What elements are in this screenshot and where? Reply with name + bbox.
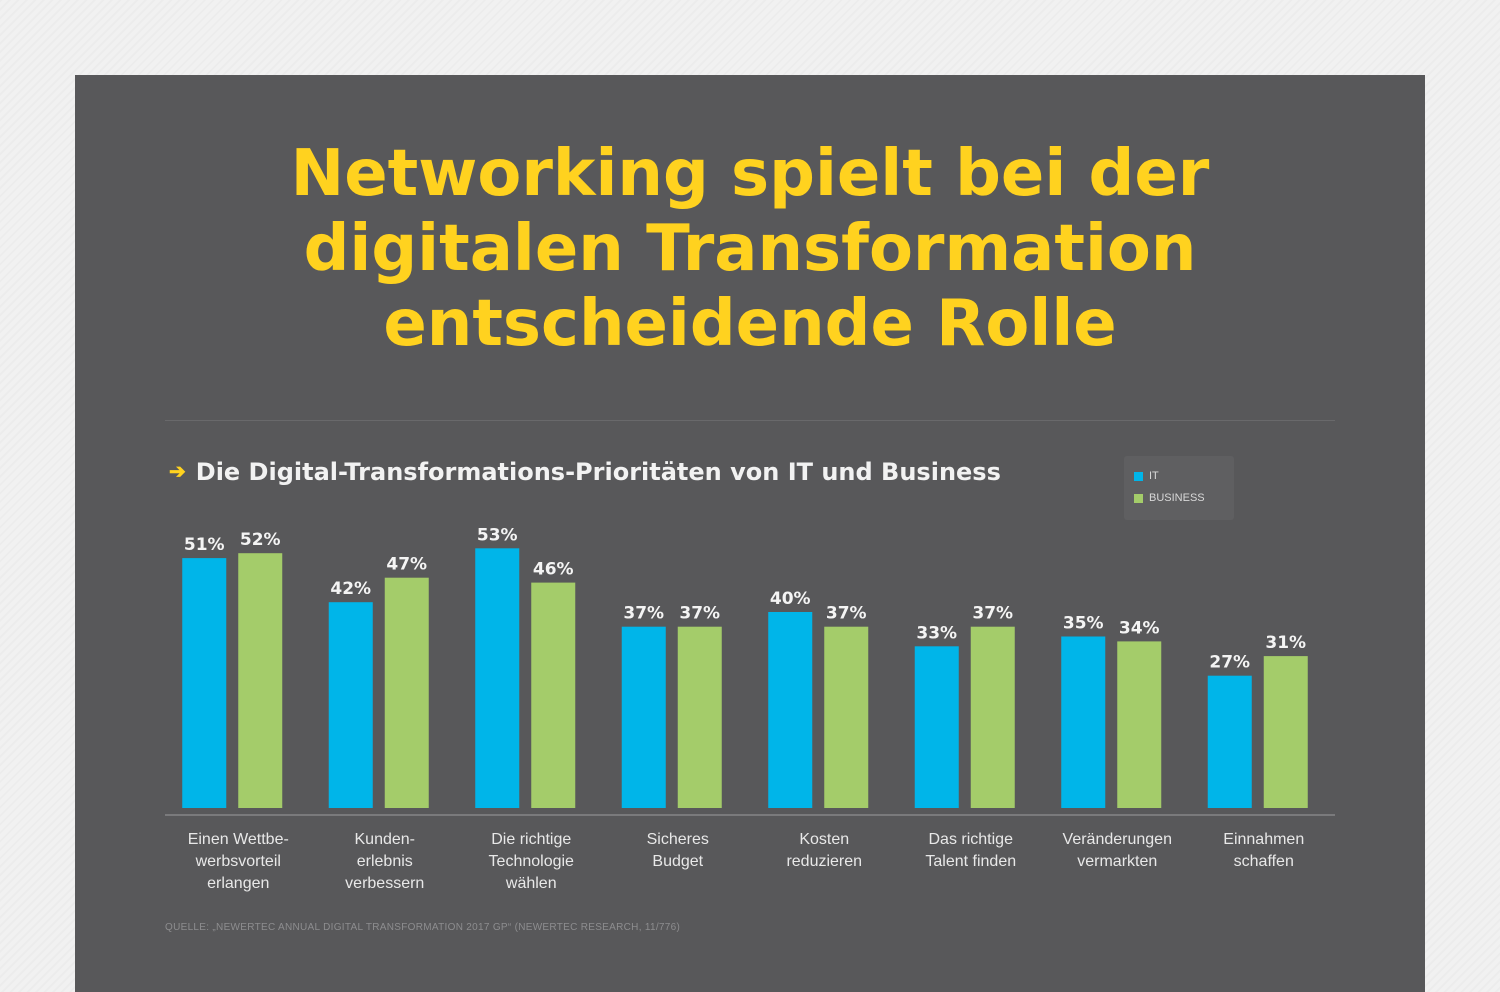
bar-business-6 xyxy=(1117,641,1162,808)
category-label-line: Budget xyxy=(652,853,703,870)
category-label-line: Veränderungen xyxy=(1063,831,1172,848)
data-label-it-7: 27% xyxy=(1209,653,1250,673)
bar-it-0 xyxy=(182,558,227,808)
category-label-line: vermarkten xyxy=(1077,853,1157,870)
title-line-3: entscheidende Rolle xyxy=(383,287,1117,361)
category-label-6: Veränderungen vermarkten xyxy=(1063,831,1172,870)
divider-line xyxy=(165,420,1335,421)
bar-business-5 xyxy=(970,626,1015,808)
chart-subtitle: ➔ Die Digital-Transformations-Prioritäte… xyxy=(169,455,1001,489)
category-label-line: Kunden- xyxy=(355,831,416,848)
data-label-business-7: 31% xyxy=(1265,633,1306,653)
source-note: QUELLE: „NEWERTEC ANNUAL DIGITAL TRANSFO… xyxy=(165,922,681,933)
data-label-business-4: 37% xyxy=(826,604,867,624)
category-label-line: Die richtige xyxy=(491,831,571,848)
legend-label-business: BUSINESS xyxy=(1149,492,1205,504)
bar-it-4 xyxy=(768,612,813,808)
category-label-line: Kosten xyxy=(799,831,849,848)
bar-business-1 xyxy=(384,577,429,808)
category-label-line: Talent finden xyxy=(925,853,1016,870)
bar-business-4 xyxy=(824,626,869,808)
data-label-business-1: 47% xyxy=(386,555,427,575)
bar-it-5 xyxy=(914,646,959,808)
bar-it-1 xyxy=(328,602,373,808)
data-label-it-1: 42% xyxy=(330,579,371,599)
infographic-panel: Networking spielt bei der digitalen Tran… xyxy=(75,75,1425,992)
bar-business-2 xyxy=(531,582,576,808)
category-label-line: Einnahmen xyxy=(1223,831,1304,848)
category-label-5: Das richtige Talent finden xyxy=(925,831,1016,870)
category-label-4: Kosten reduzieren xyxy=(786,831,862,870)
data-label-business-6: 34% xyxy=(1119,618,1160,638)
bar-it-6 xyxy=(1061,636,1106,808)
data-label-it-0: 51% xyxy=(184,535,225,555)
category-label-line: Das richtige xyxy=(929,831,1014,848)
category-label-line: Technologie xyxy=(489,853,575,870)
category-label-line: erlangen xyxy=(207,875,269,892)
category-label-7: Einnahmen schaffen xyxy=(1223,831,1304,870)
data-label-it-5: 33% xyxy=(916,623,957,643)
category-label-line: erlebnis xyxy=(357,853,413,870)
category-label-0: Einen Wettbe-werbsvorteil erlangen xyxy=(188,831,289,892)
title-line-1: Networking spielt bei der xyxy=(290,137,1210,211)
data-label-it-2: 53% xyxy=(477,525,518,545)
category-label-line: werbsvorteil xyxy=(195,853,281,870)
category-label-line: Einen Wettbe- xyxy=(188,831,289,848)
arrow-icon: ➔ xyxy=(169,461,186,483)
bar-business-7 xyxy=(1263,656,1308,808)
legend-label-it: IT xyxy=(1149,470,1159,482)
category-label-2: Die richtige Technologie wählen xyxy=(489,831,575,892)
legend-item-business: BUSINESS xyxy=(1134,492,1205,504)
legend-swatch-it xyxy=(1134,471,1143,481)
data-label-business-5: 37% xyxy=(972,604,1013,624)
data-label-business-3: 37% xyxy=(679,604,720,624)
category-label-line: schaffen xyxy=(1234,853,1294,870)
bar-business-0 xyxy=(238,553,283,808)
data-label-it-4: 40% xyxy=(770,589,811,609)
page-title: Networking spielt bei der digitalen Tran… xyxy=(75,137,1425,362)
legend-swatch-business xyxy=(1134,493,1143,503)
data-label-it-3: 37% xyxy=(623,604,664,624)
chart-subtitle-text: Die Digital-Transformations-Prioritäten … xyxy=(195,458,1001,486)
data-label-business-2: 46% xyxy=(533,560,574,580)
category-label-3: Sicheres Budget xyxy=(647,831,709,870)
data-label-it-6: 35% xyxy=(1063,614,1104,634)
category-label-line: reduzieren xyxy=(786,853,862,870)
bar-it-2 xyxy=(475,548,520,808)
bar-business-3 xyxy=(677,626,722,808)
category-label-line: wählen xyxy=(505,875,557,892)
category-label-line: verbessern xyxy=(345,875,424,892)
category-label-line: Sicheres xyxy=(647,831,709,848)
title-line-2: digitalen Transformation xyxy=(303,212,1197,286)
legend-item-it: IT xyxy=(1134,470,1159,482)
bar-it-7 xyxy=(1207,675,1252,808)
category-label-1: Kunden-erlebnis verbessern xyxy=(345,831,424,892)
chart-legend: IT BUSINESS xyxy=(1124,456,1234,520)
bar-it-3 xyxy=(621,626,666,808)
bar-chart: 51% 52% Einen Wettbe-werbsvorteil erlangen 4… xyxy=(165,525,1335,892)
data-label-business-0: 52% xyxy=(240,530,281,550)
